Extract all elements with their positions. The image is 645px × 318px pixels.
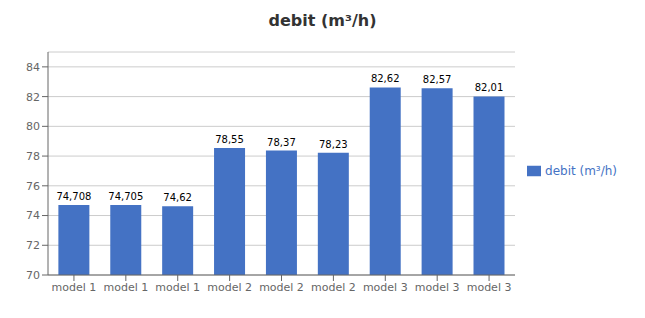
svg-text:model 1: model 1 <box>155 281 200 294</box>
html-text:debit (m³/h): debit (m³/h) <box>545 163 617 178</box>
svg-text:74,708: 74,708 <box>56 191 91 202</box>
svg-text:model 2: model 2 <box>259 281 304 294</box>
svg-text:84: 84 <box>26 61 40 74</box>
svg-text:model 3: model 3 <box>467 281 512 294</box>
svg-text:80: 80 <box>26 120 40 133</box>
svg-text:82,57: 82,57 <box>423 74 452 85</box>
svg-text:78,37: 78,37 <box>267 137 296 148</box>
svg-text:model 1: model 1 <box>103 281 148 294</box>
svg-text:74,62: 74,62 <box>163 192 192 203</box>
svg-text:82,01: 82,01 <box>475 82 504 93</box>
svg-text:78: 78 <box>26 150 40 163</box>
svg-text:82: 82 <box>26 91 40 104</box>
svg-text:78,23: 78,23 <box>319 139 348 150</box>
svg-text:72: 72 <box>26 239 40 252</box>
svg-text:78,55: 78,55 <box>215 134 244 145</box>
html-text:debit (m³/h): debit (m³/h) <box>268 11 377 30</box>
svg-text:76: 76 <box>26 180 40 193</box>
svg-text:model 3: model 3 <box>415 281 460 294</box>
svg-text:model 3: model 3 <box>363 281 408 294</box>
svg-text:82,62: 82,62 <box>371 73 400 84</box>
svg-text:model 2: model 2 <box>311 281 356 294</box>
svg-text:model 2: model 2 <box>207 281 252 294</box>
svg-text:74: 74 <box>26 209 40 222</box>
svg-text:70: 70 <box>26 269 40 282</box>
svg-text:model 1: model 1 <box>52 281 97 294</box>
svg-text:74,705: 74,705 <box>108 191 143 202</box>
